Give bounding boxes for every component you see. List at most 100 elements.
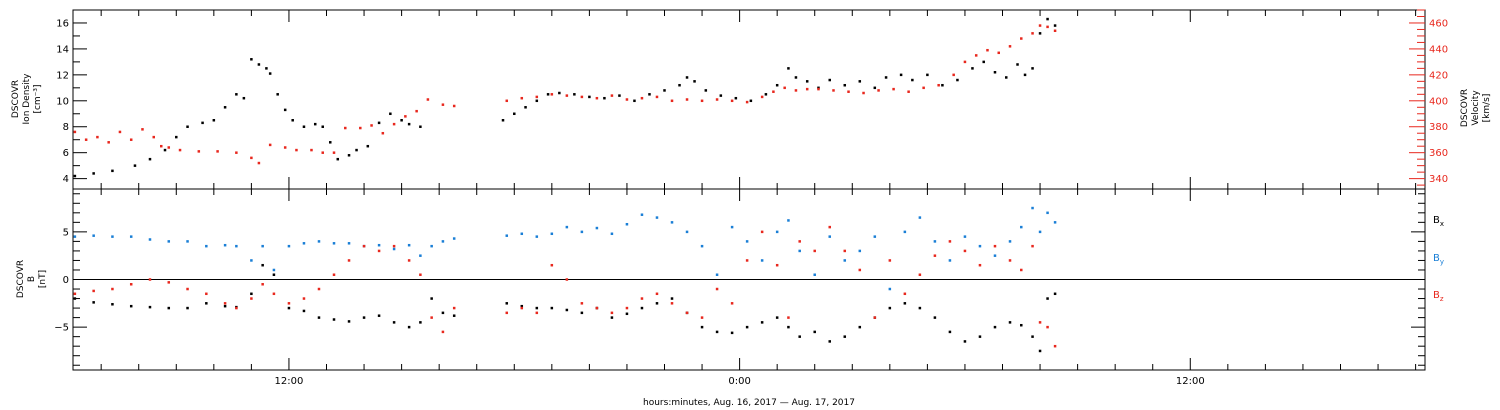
ion-density-point — [242, 96, 246, 100]
top-left-ylabel-line3: [cm⁻³] — [33, 84, 43, 113]
by-point — [287, 244, 291, 248]
bx-point — [377, 314, 381, 317]
bx-point — [332, 318, 336, 321]
by-point — [700, 244, 704, 248]
top-left-tick-label: 12 — [56, 70, 69, 81]
ion-density-point — [719, 94, 723, 97]
velocity-point — [745, 100, 749, 104]
by-point — [1008, 240, 1012, 243]
bz-point — [903, 292, 907, 296]
velocity-point — [730, 99, 734, 103]
by-point — [828, 235, 831, 238]
bx-point — [167, 306, 171, 310]
by-point — [235, 244, 238, 248]
ion-density-point — [1016, 63, 1019, 66]
bz-point — [148, 278, 152, 281]
ion-density-point — [175, 135, 178, 139]
bx-point — [828, 340, 831, 343]
by-point — [760, 259, 764, 262]
by-point — [948, 259, 952, 262]
ion-density-point — [111, 169, 114, 173]
bz-point — [775, 263, 779, 267]
ion-density-point — [92, 172, 95, 175]
velocity-point — [295, 148, 298, 152]
bx-point — [640, 306, 644, 310]
bx-point — [787, 325, 790, 329]
velocity-point — [772, 90, 775, 93]
velocity-point — [160, 144, 163, 148]
velocity-point — [73, 130, 77, 134]
by-point — [272, 268, 276, 272]
bx-point — [223, 304, 227, 308]
velocity-point — [700, 99, 704, 103]
ion-density-point — [268, 72, 272, 75]
ion-density-point — [250, 58, 253, 61]
by-point — [550, 232, 554, 236]
bz-point — [250, 297, 253, 300]
velocity-point — [283, 146, 287, 149]
bz-point — [813, 249, 816, 253]
velocity-point — [655, 95, 659, 99]
bottom-ylabel-line3: [nT] — [38, 270, 48, 288]
bz-point — [520, 306, 524, 310]
ion-density-point — [257, 63, 261, 66]
ion-density-point — [843, 83, 847, 87]
ion-density-point — [501, 119, 505, 122]
velocity-point — [794, 89, 798, 92]
bz-point — [760, 230, 764, 234]
bx-point — [813, 330, 816, 334]
ion-density-point — [265, 67, 268, 70]
velocity-point — [118, 130, 122, 134]
by-point — [73, 235, 77, 238]
by-point — [595, 226, 599, 230]
bx-point — [1008, 321, 1012, 324]
velocity-point — [760, 95, 764, 99]
ion-density-point — [685, 76, 689, 79]
by-point — [317, 240, 321, 243]
bz-point — [828, 225, 831, 229]
bz-point — [332, 273, 336, 276]
top-left-tick-label: 6 — [63, 148, 69, 159]
ion-density-point — [235, 93, 238, 96]
ion-density-point — [407, 122, 411, 126]
top-right-ylabel: DSCOVR Velocity [km/s] — [1460, 89, 1492, 127]
ion-density-point — [276, 93, 279, 96]
velocity-point — [685, 98, 689, 101]
ion-density-point — [1046, 17, 1049, 21]
by-point — [730, 225, 734, 229]
velocity-point — [1008, 45, 1012, 48]
ion-density-point — [899, 73, 903, 77]
velocity-point — [370, 124, 373, 127]
bx-series — [73, 263, 1057, 353]
bz-point — [430, 316, 433, 319]
bz-point — [873, 316, 877, 319]
by-point — [1020, 225, 1023, 229]
bz-point — [392, 244, 396, 248]
bottom-x-axis: 12:00 0:00 12:00 — [100, 189, 1417, 387]
velocity-point — [344, 126, 347, 130]
bz-point — [550, 263, 554, 267]
top-right-tick-label: 380 — [1429, 122, 1448, 133]
bz-point — [92, 289, 95, 293]
by-point — [452, 237, 456, 240]
velocity-point — [167, 146, 171, 149]
by-point — [798, 249, 801, 253]
velocity-point — [392, 122, 396, 126]
bz-point — [287, 302, 291, 305]
x-tick-label: 12:00 — [275, 376, 304, 387]
bz-point — [452, 306, 456, 310]
by-point — [392, 247, 396, 251]
by-point — [813, 273, 816, 276]
bottom-left-tick-label: 5 — [63, 227, 69, 238]
ion-density-point — [1023, 73, 1027, 77]
by-point — [858, 249, 862, 253]
bz-point — [565, 278, 569, 281]
bx-point — [918, 306, 922, 310]
velocity-point — [625, 98, 629, 101]
bx-point — [261, 263, 264, 267]
ion-density-point — [336, 157, 340, 161]
ion-density-point — [148, 157, 152, 161]
ion-density-point — [1038, 32, 1042, 35]
bz-point — [1053, 344, 1057, 348]
